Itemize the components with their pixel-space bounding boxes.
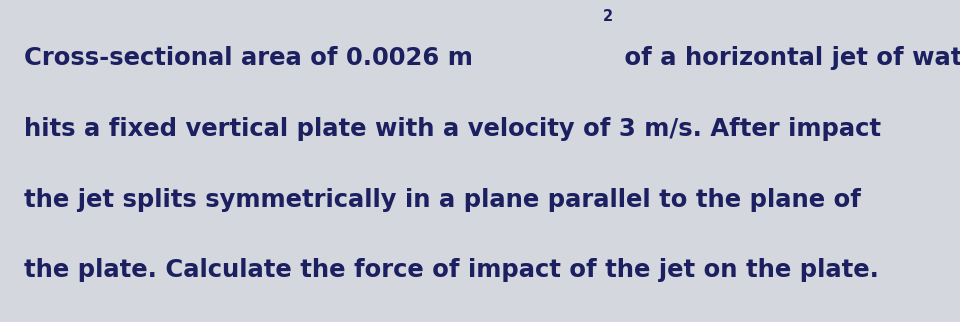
Text: 2: 2 [603,9,613,24]
Text: hits a fixed vertical plate with a velocity of 3 m/s. After impact: hits a fixed vertical plate with a veloc… [24,117,881,141]
Text: the jet splits symmetrically in a plane parallel to the plane of: the jet splits symmetrically in a plane … [24,188,861,212]
Text: of a horizontal jet of water: of a horizontal jet of water [616,46,960,70]
Text: the plate. Calculate the force of impact of the jet on the plate.: the plate. Calculate the force of impact… [24,259,878,282]
Text: Cross-sectional area of 0.0026 m: Cross-sectional area of 0.0026 m [24,46,473,70]
